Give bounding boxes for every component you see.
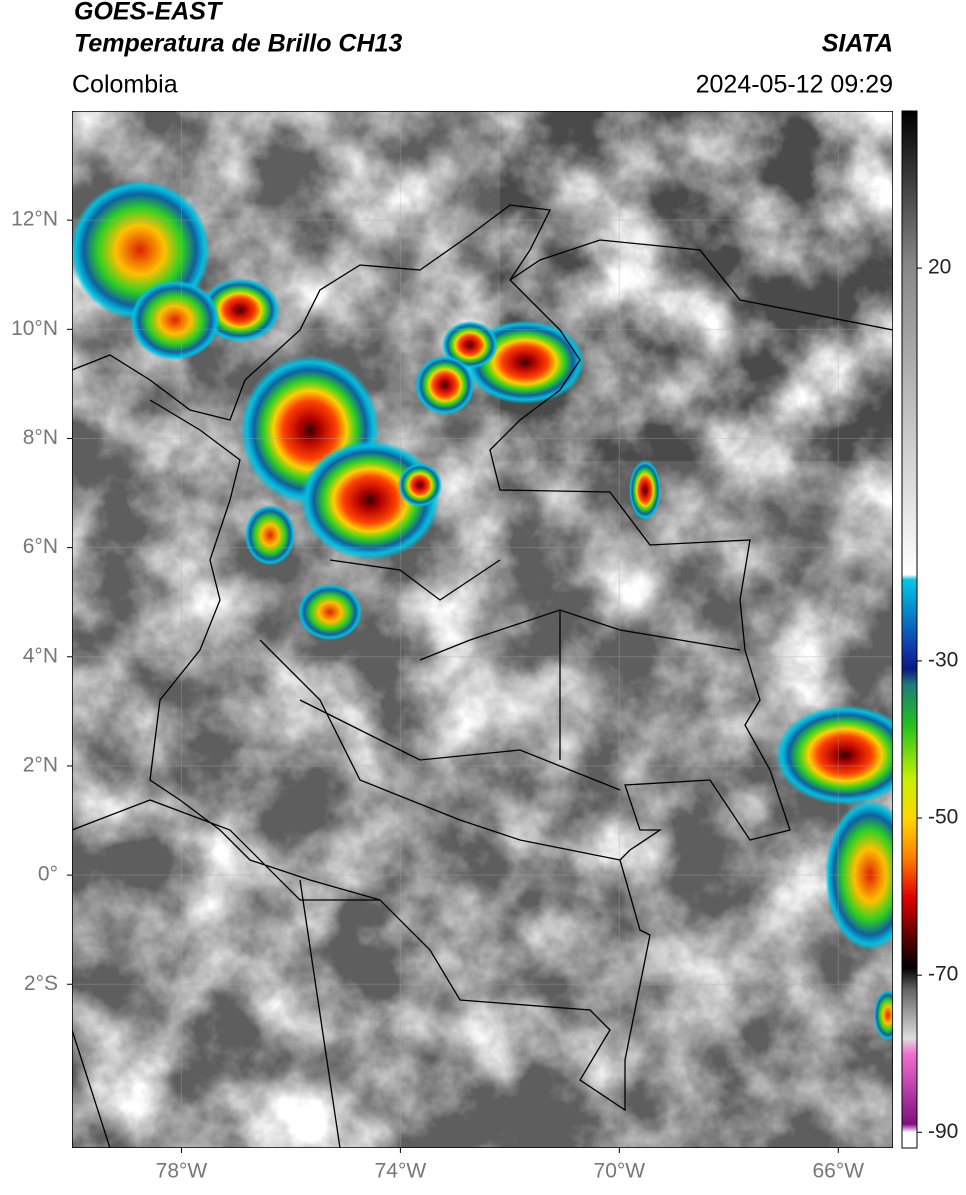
colorbar-tick-label: -30 <box>928 648 958 671</box>
lon-tick-label: 74°W <box>375 1160 427 1183</box>
lat-tick-label: 8°N <box>23 426 58 449</box>
lon-tick-label: 70°W <box>594 1160 646 1183</box>
colorbar-tick-label: -50 <box>928 806 958 829</box>
lat-tick-label: 6°N <box>23 535 58 558</box>
lat-tick-label: 0° <box>38 863 58 886</box>
storms <box>72 180 893 1040</box>
lat-tick-label: 2°N <box>23 753 58 776</box>
source: SIATA <box>822 30 893 58</box>
lon-tick-label: 66°W <box>812 1160 864 1183</box>
lon-tick-label: 78°W <box>156 1160 208 1183</box>
lat-tick-label: 4°N <box>23 644 58 667</box>
lat-tick-label: 10°N <box>11 317 58 340</box>
colorbar-tick-label: -70 <box>928 963 958 986</box>
datetime: 2024-05-12 09:29 <box>696 71 893 99</box>
subtitle: Temperatura de Brillo CH13 <box>74 30 402 58</box>
colorbar <box>901 110 918 1149</box>
satellite-image <box>72 111 893 1148</box>
title: GOES-EAST <box>74 0 224 26</box>
lat-tick-label: 2°S <box>24 972 58 995</box>
lat-tick-label: 12°N <box>11 208 58 231</box>
colorbar-tick-label: -90 <box>928 1120 958 1143</box>
colorbar-tick-label: 20 <box>928 256 951 279</box>
region: Colombia <box>72 71 178 99</box>
borders <box>72 204 893 1148</box>
